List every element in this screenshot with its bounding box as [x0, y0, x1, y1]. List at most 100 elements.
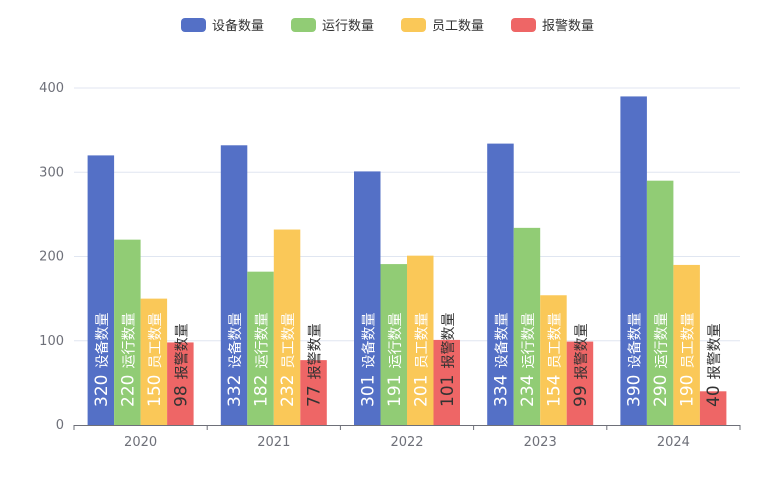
- bar-value: 77: [305, 385, 325, 407]
- bar-运行数量-2021[interactable]: [247, 271, 274, 425]
- bar-报警数量-2022[interactable]: [433, 339, 461, 425]
- legend-swatch: [291, 18, 316, 32]
- bar-data-label: 150 员工数量: [145, 313, 165, 407]
- bar-series-name: 报警数量: [574, 323, 590, 379]
- bar-报警数量-2023[interactable]: [566, 341, 594, 425]
- bar-运行数量-2020[interactable]: [114, 239, 141, 425]
- bar-设备数量-2020[interactable]: [87, 155, 115, 425]
- legend[interactable]: 设备数量 运行数量 员工数量 报警数量: [181, 18, 594, 34]
- bar-series-name: 员工数量: [148, 313, 164, 369]
- bar-value: 232: [278, 375, 298, 407]
- bar-报警数量-2020[interactable]: [167, 342, 194, 425]
- bar-员工数量-2024[interactable]: [673, 264, 700, 425]
- bar-设备数量-2022[interactable]: [354, 171, 381, 425]
- bar-value: 154: [544, 375, 564, 407]
- legend-label: 运行数量: [322, 19, 374, 34]
- x-tick-label: 2022: [390, 435, 423, 450]
- bar-series-name: 设备数量: [94, 313, 111, 369]
- bar-series-name: 设备数量: [493, 313, 510, 369]
- bar-data-label: 232 员工数量: [278, 313, 298, 407]
- bar-series-name: 报警数量: [707, 323, 723, 379]
- bar-设备数量-2023[interactable]: [487, 143, 514, 426]
- bar-value: 190: [678, 375, 698, 407]
- x-tick-label: 2021: [257, 435, 290, 450]
- bar-报警数量-2021[interactable]: [300, 360, 327, 425]
- x-tick-label: 2023: [524, 435, 557, 450]
- legend-swatch: [401, 18, 426, 32]
- bar-value: 332: [225, 375, 245, 407]
- bar-员工数量-2022[interactable]: [407, 255, 434, 425]
- legend-item-设备数量[interactable]: 设备数量: [181, 18, 264, 34]
- legend-label: 设备数量: [212, 18, 264, 34]
- bar-data-label: 154 员工数量: [544, 313, 564, 407]
- bar-data-label: 320 设备数量: [92, 313, 112, 407]
- bar-报警数量-2024[interactable]: [699, 391, 727, 425]
- legend-label: 员工数量: [432, 19, 484, 34]
- bar-series-name: 员工数量: [547, 313, 563, 369]
- bar-value: 101: [438, 375, 458, 407]
- bar-value: 191: [385, 375, 405, 407]
- bar-data-label: 77 报警数量: [305, 323, 325, 407]
- bar-value: 182: [252, 375, 272, 407]
- bar-运行数量-2024[interactable]: [646, 180, 674, 425]
- bar-series-name: 报警数量: [441, 313, 457, 369]
- bar-value: 290: [651, 375, 671, 407]
- bar-data-label: 390 设备数量: [625, 313, 645, 407]
- bar-data-label: 101 报警数量: [438, 313, 458, 407]
- bar-员工数量-2020[interactable]: [140, 298, 168, 425]
- bar-series-name: 设备数量: [360, 313, 377, 369]
- bar-设备数量-2024[interactable]: [620, 96, 647, 426]
- y-tick-label: 400: [39, 81, 64, 96]
- bar-data-label: 40 报警数量: [704, 323, 724, 407]
- bar-value: 150: [145, 375, 165, 407]
- legend-item-报警数量[interactable]: 报警数量: [511, 18, 594, 34]
- bar-value: 98: [171, 385, 191, 407]
- bar-series-name: 设备数量: [227, 313, 244, 369]
- bar-员工数量-2023[interactable]: [540, 295, 567, 425]
- bar-series-name: 运行数量: [255, 313, 271, 369]
- legend-item-运行数量[interactable]: 运行数量: [291, 18, 374, 34]
- bar-data-label: 332 设备数量: [225, 313, 245, 407]
- axes: 0 100 200 300 400 2020 2021 2022 2023 2024: [39, 81, 741, 450]
- bar-value: 301: [358, 375, 378, 407]
- legend-item-员工数量[interactable]: 员工数量: [401, 18, 484, 34]
- bar-series-name: 员工数量: [681, 313, 697, 369]
- bar-series-name: 报警数量: [174, 323, 190, 379]
- bar-value: 320: [92, 375, 112, 407]
- x-tick-label: 2020: [124, 435, 157, 450]
- bar-series-name: 运行数量: [654, 313, 670, 369]
- bar-运行数量-2022[interactable]: [380, 264, 408, 425]
- bar-data-label: 99 报警数量: [571, 323, 591, 407]
- bar-data-label: 220 运行数量: [118, 313, 138, 407]
- y-tick-label: 300: [39, 165, 64, 180]
- legend-label: 报警数量: [542, 18, 594, 34]
- bar-value: 390: [625, 375, 645, 407]
- y-tick-label: 100: [39, 334, 64, 349]
- y-tick-label: 200: [39, 250, 64, 265]
- bar-员工数量-2021[interactable]: [273, 229, 301, 425]
- x-tick-label: 2024: [657, 435, 690, 450]
- bar-series-name: 报警数量: [308, 323, 324, 379]
- bar-data-label: 290 运行数量: [651, 313, 671, 407]
- data-labels: 320 设备数量 332 设备数量 301 设备数量 334 设备数量 390 设备数量 220 运行…: [92, 313, 724, 407]
- bar-data-label: 182 运行数量: [252, 313, 272, 407]
- bar-data-label: 334 设备数量: [491, 313, 511, 407]
- bar-data-label: 301 设备数量: [358, 313, 378, 407]
- bar-运行数量-2023[interactable]: [513, 227, 541, 425]
- bar-data-label: 201 员工数量: [411, 313, 431, 407]
- legend-swatch: [511, 18, 536, 32]
- bar-series-name: 运行数量: [521, 313, 537, 369]
- bar-value: 99: [571, 385, 591, 407]
- bar-value: 201: [411, 375, 431, 407]
- bar-series-name: 运行数量: [121, 313, 137, 369]
- y-tick-label: 0: [56, 418, 64, 433]
- bar-series-name: 运行数量: [388, 313, 404, 369]
- bar-设备数量-2021[interactable]: [220, 145, 248, 426]
- bar-data-label: 191 运行数量: [385, 313, 405, 407]
- bar-series-name: 员工数量: [414, 313, 430, 369]
- bar-value: 234: [518, 375, 538, 407]
- bars: [87, 96, 727, 426]
- bar-data-label: 234 运行数量: [518, 313, 538, 407]
